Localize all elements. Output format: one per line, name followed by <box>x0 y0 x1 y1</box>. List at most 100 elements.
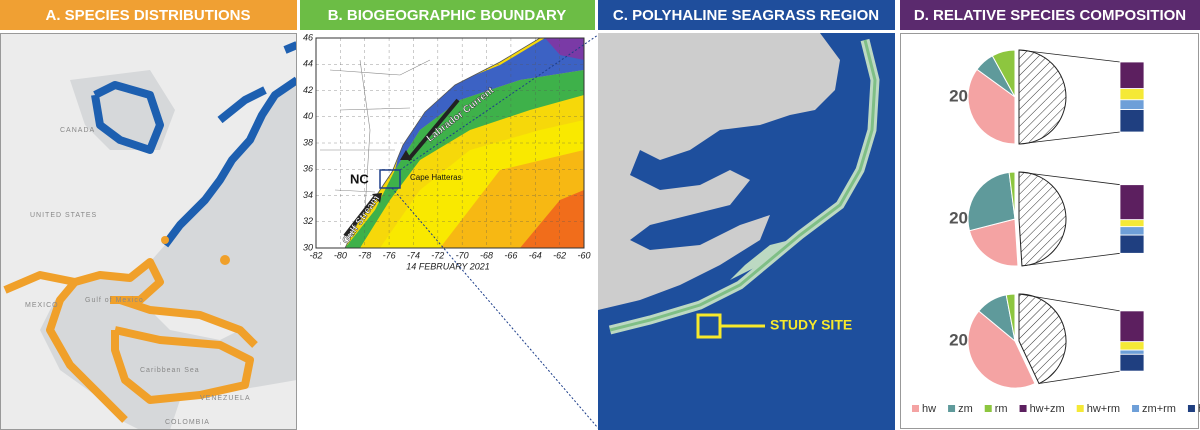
current-arrow <box>343 194 378 238</box>
bar-segment <box>1119 88 1145 101</box>
x-tick-label: -74 <box>407 250 420 260</box>
connector <box>1021 252 1121 267</box>
panel-title: A. SPECIES DISTRIBUTIONS <box>45 7 250 24</box>
pie-outline <box>1018 171 1067 267</box>
bar-segment <box>1119 61 1145 90</box>
x-tick-label: -68 <box>480 250 493 260</box>
legend-label: hw+zm <box>1030 403 1065 415</box>
legend-label: hw+rm <box>1087 403 1120 415</box>
x-tick-label: -66 <box>504 250 517 260</box>
map-label: COLOMBIA <box>165 419 210 426</box>
arrow-head <box>372 150 412 203</box>
header-bar <box>300 0 595 30</box>
y-tick-label: 42 <box>303 85 313 95</box>
connector <box>391 187 599 429</box>
legend-swatch <box>1132 405 1140 412</box>
pie-slice <box>1019 219 1056 266</box>
x-tick-label: -70 <box>456 250 469 260</box>
y-tick-label: 44 <box>303 59 313 69</box>
y-tick-label: 40 <box>303 111 313 121</box>
connector <box>1018 293 1121 312</box>
pie-slice <box>1019 341 1066 359</box>
inset-box <box>379 169 401 189</box>
pie-outline <box>1018 49 1067 145</box>
pie-slice <box>1019 50 1063 97</box>
pie-slice <box>1005 293 1016 342</box>
y-tick-label: 36 <box>303 164 313 174</box>
bar-segment <box>1119 349 1145 355</box>
x-tick-label: -72 <box>431 250 444 260</box>
bar-segment <box>1119 234 1145 254</box>
map-date: 14 FEBRUARY 2021 <box>406 261 490 271</box>
header-bar <box>0 0 297 30</box>
bar-segment <box>1119 226 1145 236</box>
bar-segment <box>1119 109 1145 133</box>
bar-segment <box>1119 219 1145 228</box>
connector <box>1018 131 1121 145</box>
y-tick-label: 38 <box>303 137 313 147</box>
x-tick-label: -82 <box>309 250 322 260</box>
legend-label: hw <box>922 403 936 415</box>
bar-segment <box>1119 310 1145 343</box>
panel-title: D. RELATIVE SPECIES COMPOSITION <box>914 7 1186 24</box>
connector <box>1018 49 1121 63</box>
pie-slice <box>968 218 1019 267</box>
pie-slice <box>1019 97 1066 123</box>
legend-swatch <box>984 405 992 412</box>
map-label: UNITED STATES <box>30 212 97 219</box>
map-label: Cape Hatteras <box>410 173 462 182</box>
header-bar <box>598 0 895 30</box>
pie-slice <box>967 171 1016 232</box>
pie-slice <box>1019 341 1063 384</box>
map-c <box>598 33 895 430</box>
bar-segment <box>1119 99 1145 111</box>
plot-frame <box>315 37 585 249</box>
pie-slice <box>967 68 1016 145</box>
map-label: Gulf of Mexico <box>85 297 144 304</box>
map-a: CANADA UNITED STATES MEXICO Gulf of Mexi… <box>1 34 296 429</box>
pie-slice <box>1019 172 1066 219</box>
pie-slice <box>1008 171 1016 220</box>
x-tick-label: -60 <box>577 250 590 260</box>
x-tick-label: -76 <box>383 250 396 260</box>
legend-label: zm+rm <box>1142 403 1176 415</box>
pie-slice <box>991 49 1016 98</box>
pie-slice <box>1019 332 1066 350</box>
legend-swatch <box>1187 405 1195 412</box>
x-tick-label: -62 <box>553 250 566 260</box>
pie-slice <box>1019 97 1059 144</box>
pie-slice <box>1019 219 1066 234</box>
legend-swatch <box>948 405 956 412</box>
map-label: Caribbean Sea <box>140 367 200 374</box>
x-tick-label: -78 <box>358 250 371 260</box>
y-tick-label: 34 <box>303 190 313 200</box>
legend-swatch <box>1076 405 1084 412</box>
connector <box>1018 171 1121 186</box>
pie-slice <box>967 310 1036 389</box>
composition-chart: 200720132019hwzmrmhw+zmhw+rmzm+rmhw+zm+r… <box>912 49 1200 415</box>
map-label: CANADA <box>60 127 95 134</box>
bar-segment <box>1119 353 1145 372</box>
panel-title: B. BIOGEOGRAPHIC BOUNDARY <box>328 7 567 24</box>
header-bar <box>900 0 1200 30</box>
legend-swatch <box>1019 405 1027 412</box>
bar-segment <box>1119 184 1145 221</box>
legend-label: zm <box>958 403 973 415</box>
x-tick-label: -64 <box>529 250 542 260</box>
legend-label: hw+zm+rm <box>1198 403 1200 415</box>
map-label: STUDY SITE <box>770 317 852 333</box>
bar-segment <box>1119 341 1145 351</box>
y-tick-label: 30 <box>303 242 313 252</box>
x-tick-label: -80 <box>334 250 347 260</box>
pie-slice <box>1019 294 1066 341</box>
pie-slice <box>1019 79 1066 103</box>
current-arrow <box>406 98 460 162</box>
panel-title: C. POLYHALINE SEAGRASS REGION <box>613 7 879 24</box>
connector <box>1038 370 1121 384</box>
legend-swatch <box>912 405 919 412</box>
map-label: VENEZUELA <box>200 395 251 402</box>
map-label: MEXICO <box>25 302 59 309</box>
map-label: NC <box>350 171 369 186</box>
y-tick-label: 46 <box>303 32 313 42</box>
